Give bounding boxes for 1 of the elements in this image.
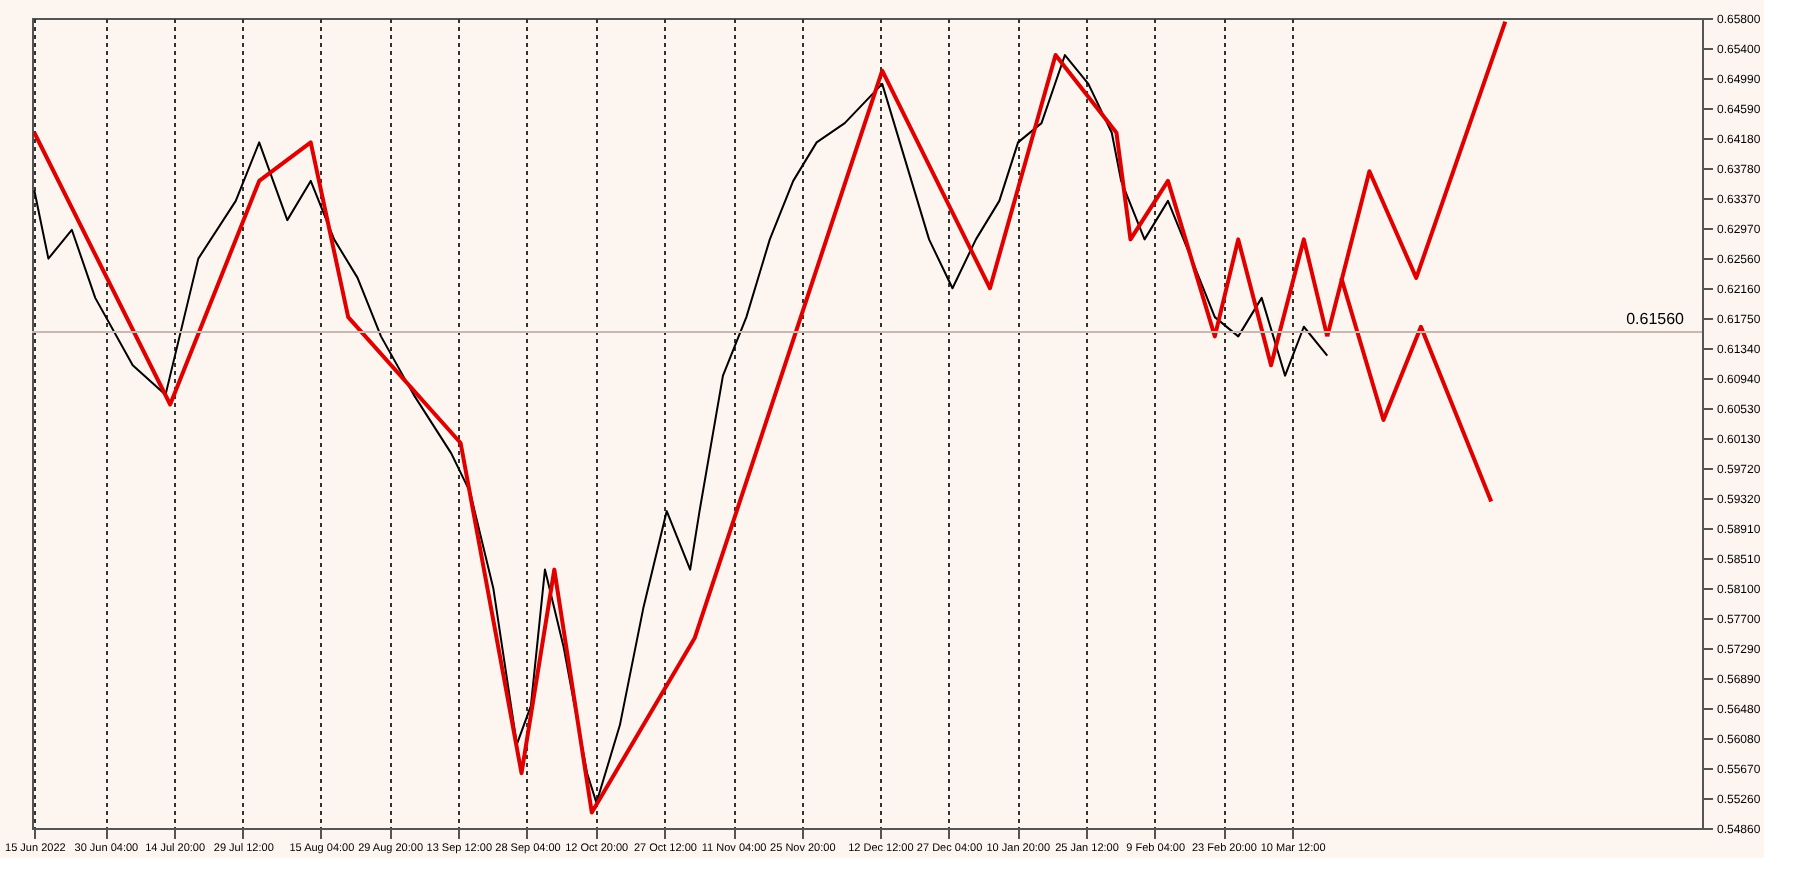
ref-line-label: 0.61560	[1626, 309, 1686, 328]
